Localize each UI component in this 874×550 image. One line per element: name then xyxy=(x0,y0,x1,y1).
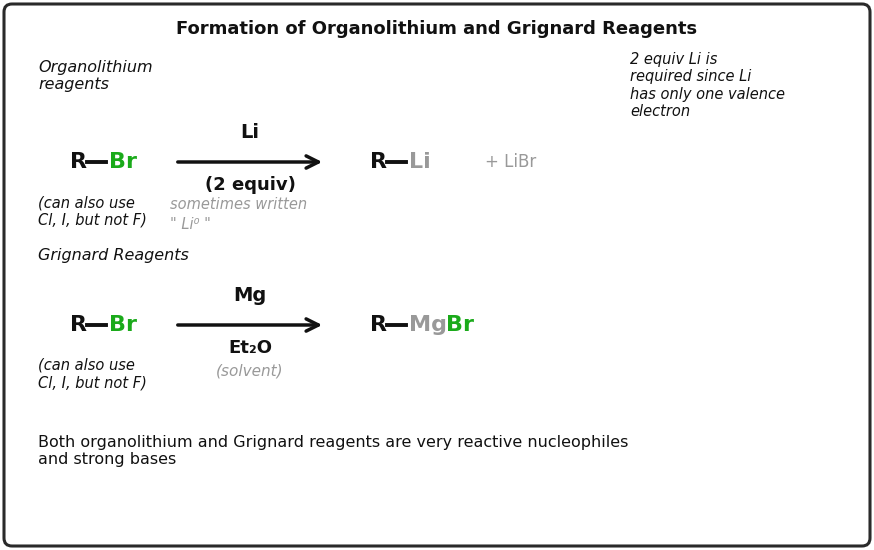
Text: 2 equiv Li is
required since Li
has only one valence
electron: 2 equiv Li is required since Li has only… xyxy=(630,52,785,119)
Text: R: R xyxy=(370,152,387,172)
Text: (can also use
Cl, I, but not F): (can also use Cl, I, but not F) xyxy=(38,358,147,390)
Text: sometimes written: sometimes written xyxy=(170,197,307,212)
Text: Li: Li xyxy=(409,152,431,172)
Text: (solvent): (solvent) xyxy=(216,363,284,378)
Text: Formation of Organolithium and Grignard Reagents: Formation of Organolithium and Grignard … xyxy=(177,20,697,38)
Text: Organolithium
reagents: Organolithium reagents xyxy=(38,60,153,92)
Text: R: R xyxy=(70,315,87,335)
Text: R: R xyxy=(370,315,387,335)
Text: Li: Li xyxy=(240,123,260,142)
Text: (can also use
Cl, I, but not F): (can also use Cl, I, but not F) xyxy=(38,195,147,227)
Text: Br: Br xyxy=(109,315,137,335)
Text: Both organolithium and Grignard reagents are very reactive nucleophiles
and stro: Both organolithium and Grignard reagents… xyxy=(38,435,628,468)
Text: Br: Br xyxy=(446,315,474,335)
Text: (2 equiv): (2 equiv) xyxy=(205,176,295,194)
FancyBboxPatch shape xyxy=(4,4,870,546)
Text: Br: Br xyxy=(109,152,137,172)
Text: Mg: Mg xyxy=(409,315,447,335)
Text: Grignard Reagents: Grignard Reagents xyxy=(38,248,189,263)
Text: " Li⁰ ": " Li⁰ " xyxy=(170,217,211,232)
Text: Et₂O: Et₂O xyxy=(228,339,272,357)
Text: R: R xyxy=(70,152,87,172)
Text: + LiBr: + LiBr xyxy=(485,153,537,171)
Text: Mg: Mg xyxy=(233,286,267,305)
